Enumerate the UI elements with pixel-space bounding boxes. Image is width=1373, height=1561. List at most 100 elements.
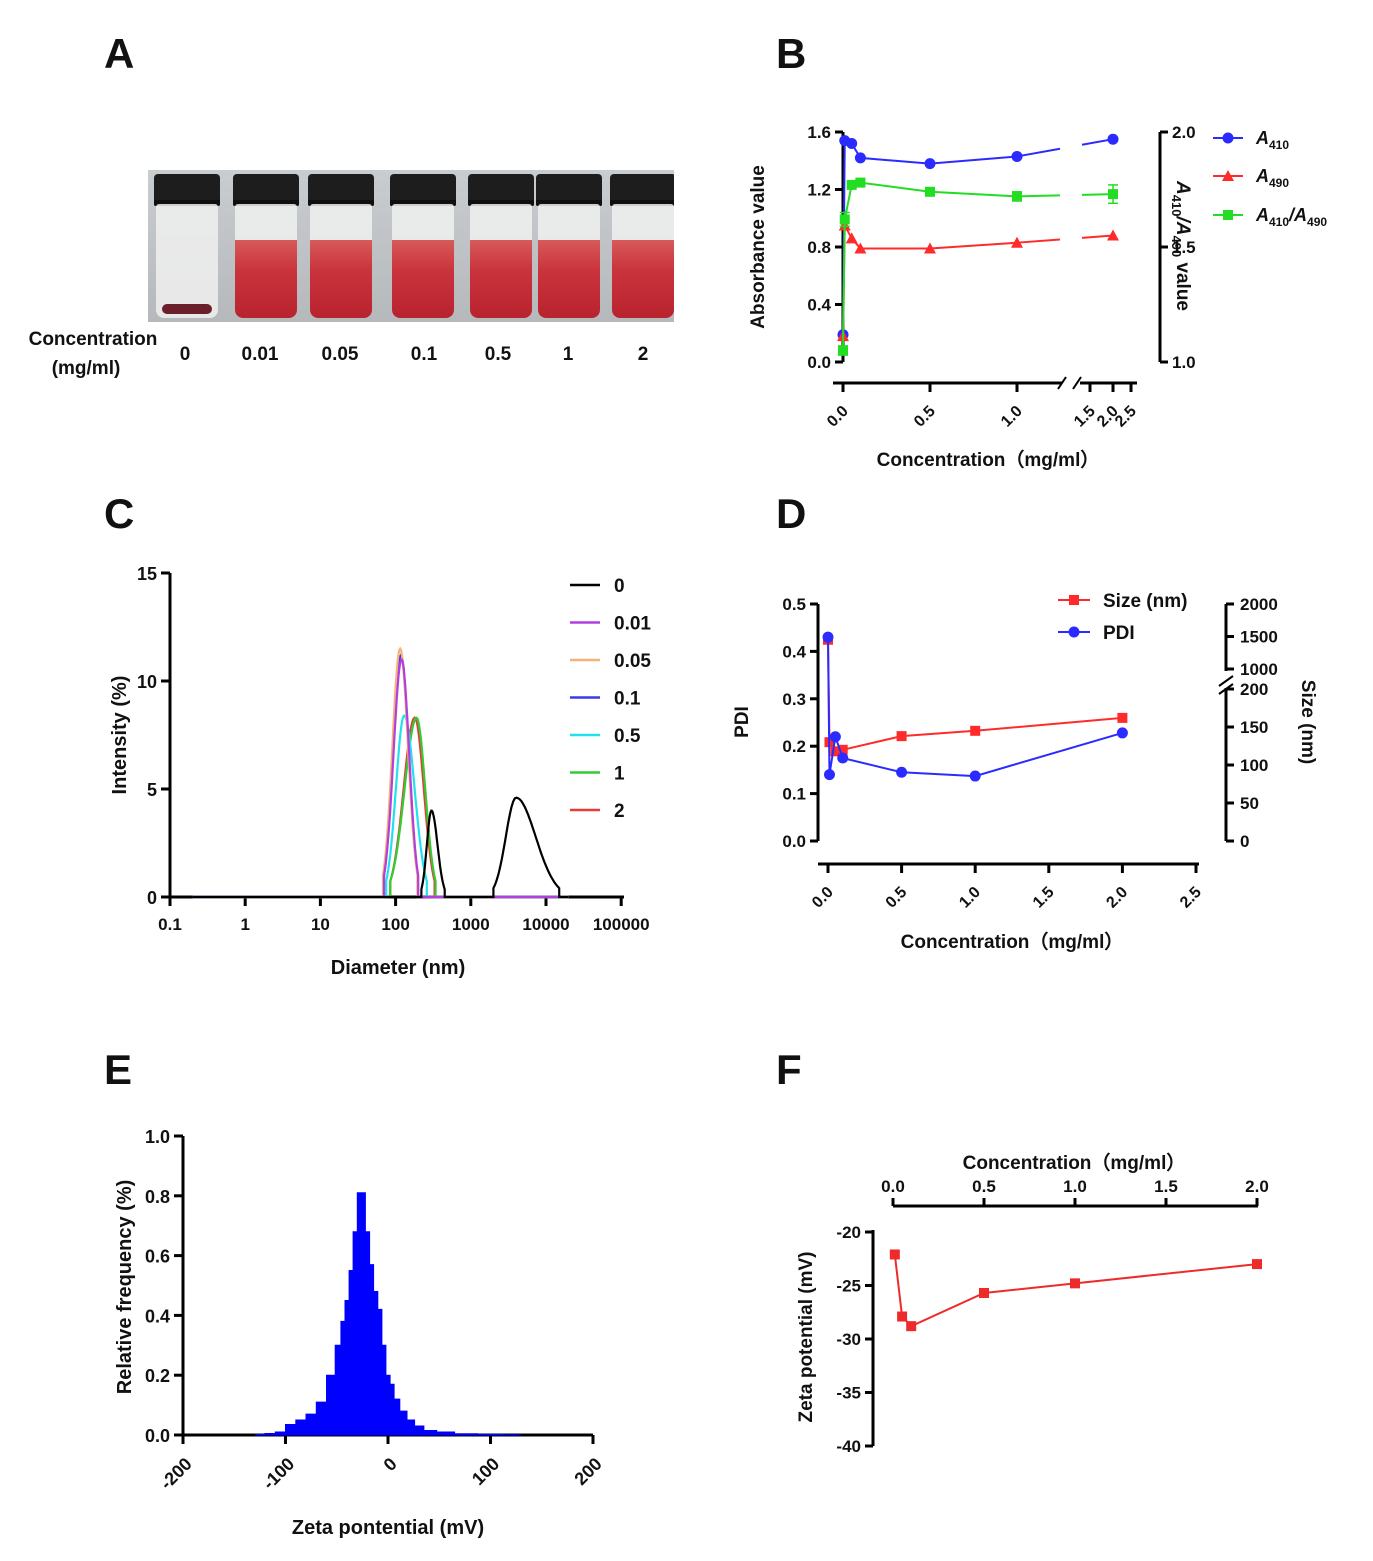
e-histogram-area	[255, 1192, 521, 1436]
c-series-curve	[192, 646, 569, 899]
f-y-tick-label: -35	[836, 1384, 861, 1403]
vial-1	[536, 174, 602, 320]
c-y-axis-title: Intensity (%)	[109, 676, 131, 795]
e-y-tick-label: 1.0	[145, 1127, 170, 1147]
conc-label: 1	[563, 344, 574, 365]
d-legend-label: Size (nm)	[1103, 591, 1187, 612]
d-x-axis-title: Concentration（mg/ml）	[901, 930, 1124, 953]
d-data-point	[829, 731, 841, 743]
d-y2-tick-label: 100	[1240, 756, 1268, 775]
b-data-point	[1108, 189, 1118, 200]
vial-0.01	[233, 174, 299, 320]
f-y-tick-label: -25	[836, 1277, 861, 1296]
b-legend-a490: A490	[1255, 166, 1289, 190]
panel-letter-f: F	[776, 1046, 802, 1093]
vials-photo	[148, 170, 674, 322]
panel-letter-e: E	[104, 1046, 133, 1093]
d-y-tick-label: 0.3	[782, 690, 806, 709]
b-data-point	[924, 242, 936, 254]
b-data-point	[924, 158, 936, 170]
b-data-point	[854, 152, 866, 164]
f-data-point	[906, 1321, 917, 1332]
b-series-line	[842, 181, 1018, 351]
b-series-line	[842, 221, 1018, 337]
c-legend-label: 0.05	[614, 651, 651, 672]
d-data-point	[970, 725, 981, 736]
b-data-point	[839, 214, 850, 225]
b-data-point	[846, 179, 857, 190]
b-series-line	[842, 139, 1018, 335]
f-x-tick-label: 1.5	[1154, 1177, 1178, 1196]
b-series-line-seg	[1081, 193, 1114, 196]
vial-0	[154, 174, 220, 320]
d-data-point	[1116, 727, 1128, 739]
d-y2-tick-label: 200	[1240, 680, 1268, 699]
b-data-point	[846, 138, 858, 149]
b-data-point	[838, 345, 848, 356]
conc-label: 0.01	[242, 344, 279, 365]
e-x-tick-label: -100	[259, 1454, 299, 1494]
c-x-tick-label: 1	[240, 915, 249, 934]
d-y-tick-label: 0.2	[782, 737, 806, 756]
c-x-tick-label: 100000	[593, 915, 650, 934]
b-y-tick-label: 0.4	[807, 296, 831, 315]
d-data-point	[837, 752, 849, 764]
panel-letter-a: A	[104, 30, 135, 77]
e-y-axis-title: Relative frequency (%)	[114, 1180, 136, 1395]
b-y-tick-label: 1.2	[807, 181, 831, 200]
b-legend-main: A	[1255, 166, 1269, 186]
c-legend-label: 0.1	[614, 689, 641, 710]
b-y2-tick-label: 1.0	[1172, 353, 1196, 372]
d-data-point	[896, 766, 908, 778]
d-data-point	[837, 744, 848, 755]
b-y2-tick-label: 2.0	[1172, 123, 1196, 142]
f-x-tick-label: 2.0	[1245, 1177, 1269, 1196]
conc-label: 0.5	[485, 344, 512, 365]
f-x-axis-title: Concentration（mg/ml）	[963, 1151, 1186, 1174]
f-data-point	[889, 1249, 900, 1260]
vial-0.1	[390, 174, 456, 320]
c-x-tick-label: 10	[311, 915, 330, 934]
d-x-tick-label: 0.5	[883, 884, 911, 912]
b-x-tick-label: 2.5	[1112, 403, 1140, 431]
c-y-tick-label: 0	[147, 888, 157, 908]
b-x-tick-label: 0.0	[824, 403, 852, 431]
f-y-tick-label: -40	[836, 1437, 861, 1456]
d-legend-label: PDI	[1103, 623, 1135, 644]
c-legend-label: 0	[614, 576, 625, 597]
d-x-tick-label: 0.0	[809, 884, 837, 912]
b-legend-ratio: A410/A490	[1255, 205, 1327, 229]
e-x-tick-label: 0	[380, 1454, 401, 1475]
d-y2-axis-title: Size (nm)	[1297, 680, 1318, 764]
b-data-point	[925, 186, 935, 197]
c-legend-label: 1	[614, 764, 625, 785]
panel-a-label-line1: Concentration	[29, 329, 158, 350]
c-series-curve	[192, 716, 569, 899]
d-y2-tick-label: 1000	[1240, 660, 1278, 679]
d-y2-tick-label: 150	[1240, 718, 1268, 737]
vial-0.5	[468, 174, 534, 320]
b-legend-marker	[1222, 132, 1234, 144]
b-data-point	[1107, 229, 1119, 241]
b-x-tick-label: 0.5	[911, 403, 939, 431]
b-y2-sub: 410	[1169, 195, 1184, 217]
f-x-tick-label: 0.0	[881, 1177, 905, 1196]
b-y-axis-title: Absorbance value	[748, 165, 769, 329]
f-data-point	[897, 1311, 908, 1322]
f-y-axis-title: Zeta potential (mV)	[796, 1251, 817, 1422]
d-data-point	[896, 731, 907, 742]
b-x-axis-title: Concentration（mg/ml）	[877, 448, 1100, 471]
b-x-tick-label: 1.0	[998, 403, 1026, 431]
b-y-tick-label: 1.6	[807, 123, 831, 142]
e-x-axis-title: Zeta pontential (mV)	[292, 1517, 484, 1539]
d-y-tick-label: 0.1	[782, 785, 806, 804]
b-y-tick-label: 0.0	[807, 353, 831, 372]
f-data-point	[979, 1287, 989, 1298]
d-y-tick-label: 0.5	[782, 595, 806, 614]
conc-label: 0	[180, 344, 191, 365]
c-series-curve	[192, 796, 569, 899]
c-x-tick-label: 100	[381, 915, 409, 934]
panel-letter-c: C	[104, 490, 135, 537]
c-x-tick-label: 10000	[522, 915, 569, 934]
e-y-tick-label: 0.4	[145, 1306, 170, 1326]
